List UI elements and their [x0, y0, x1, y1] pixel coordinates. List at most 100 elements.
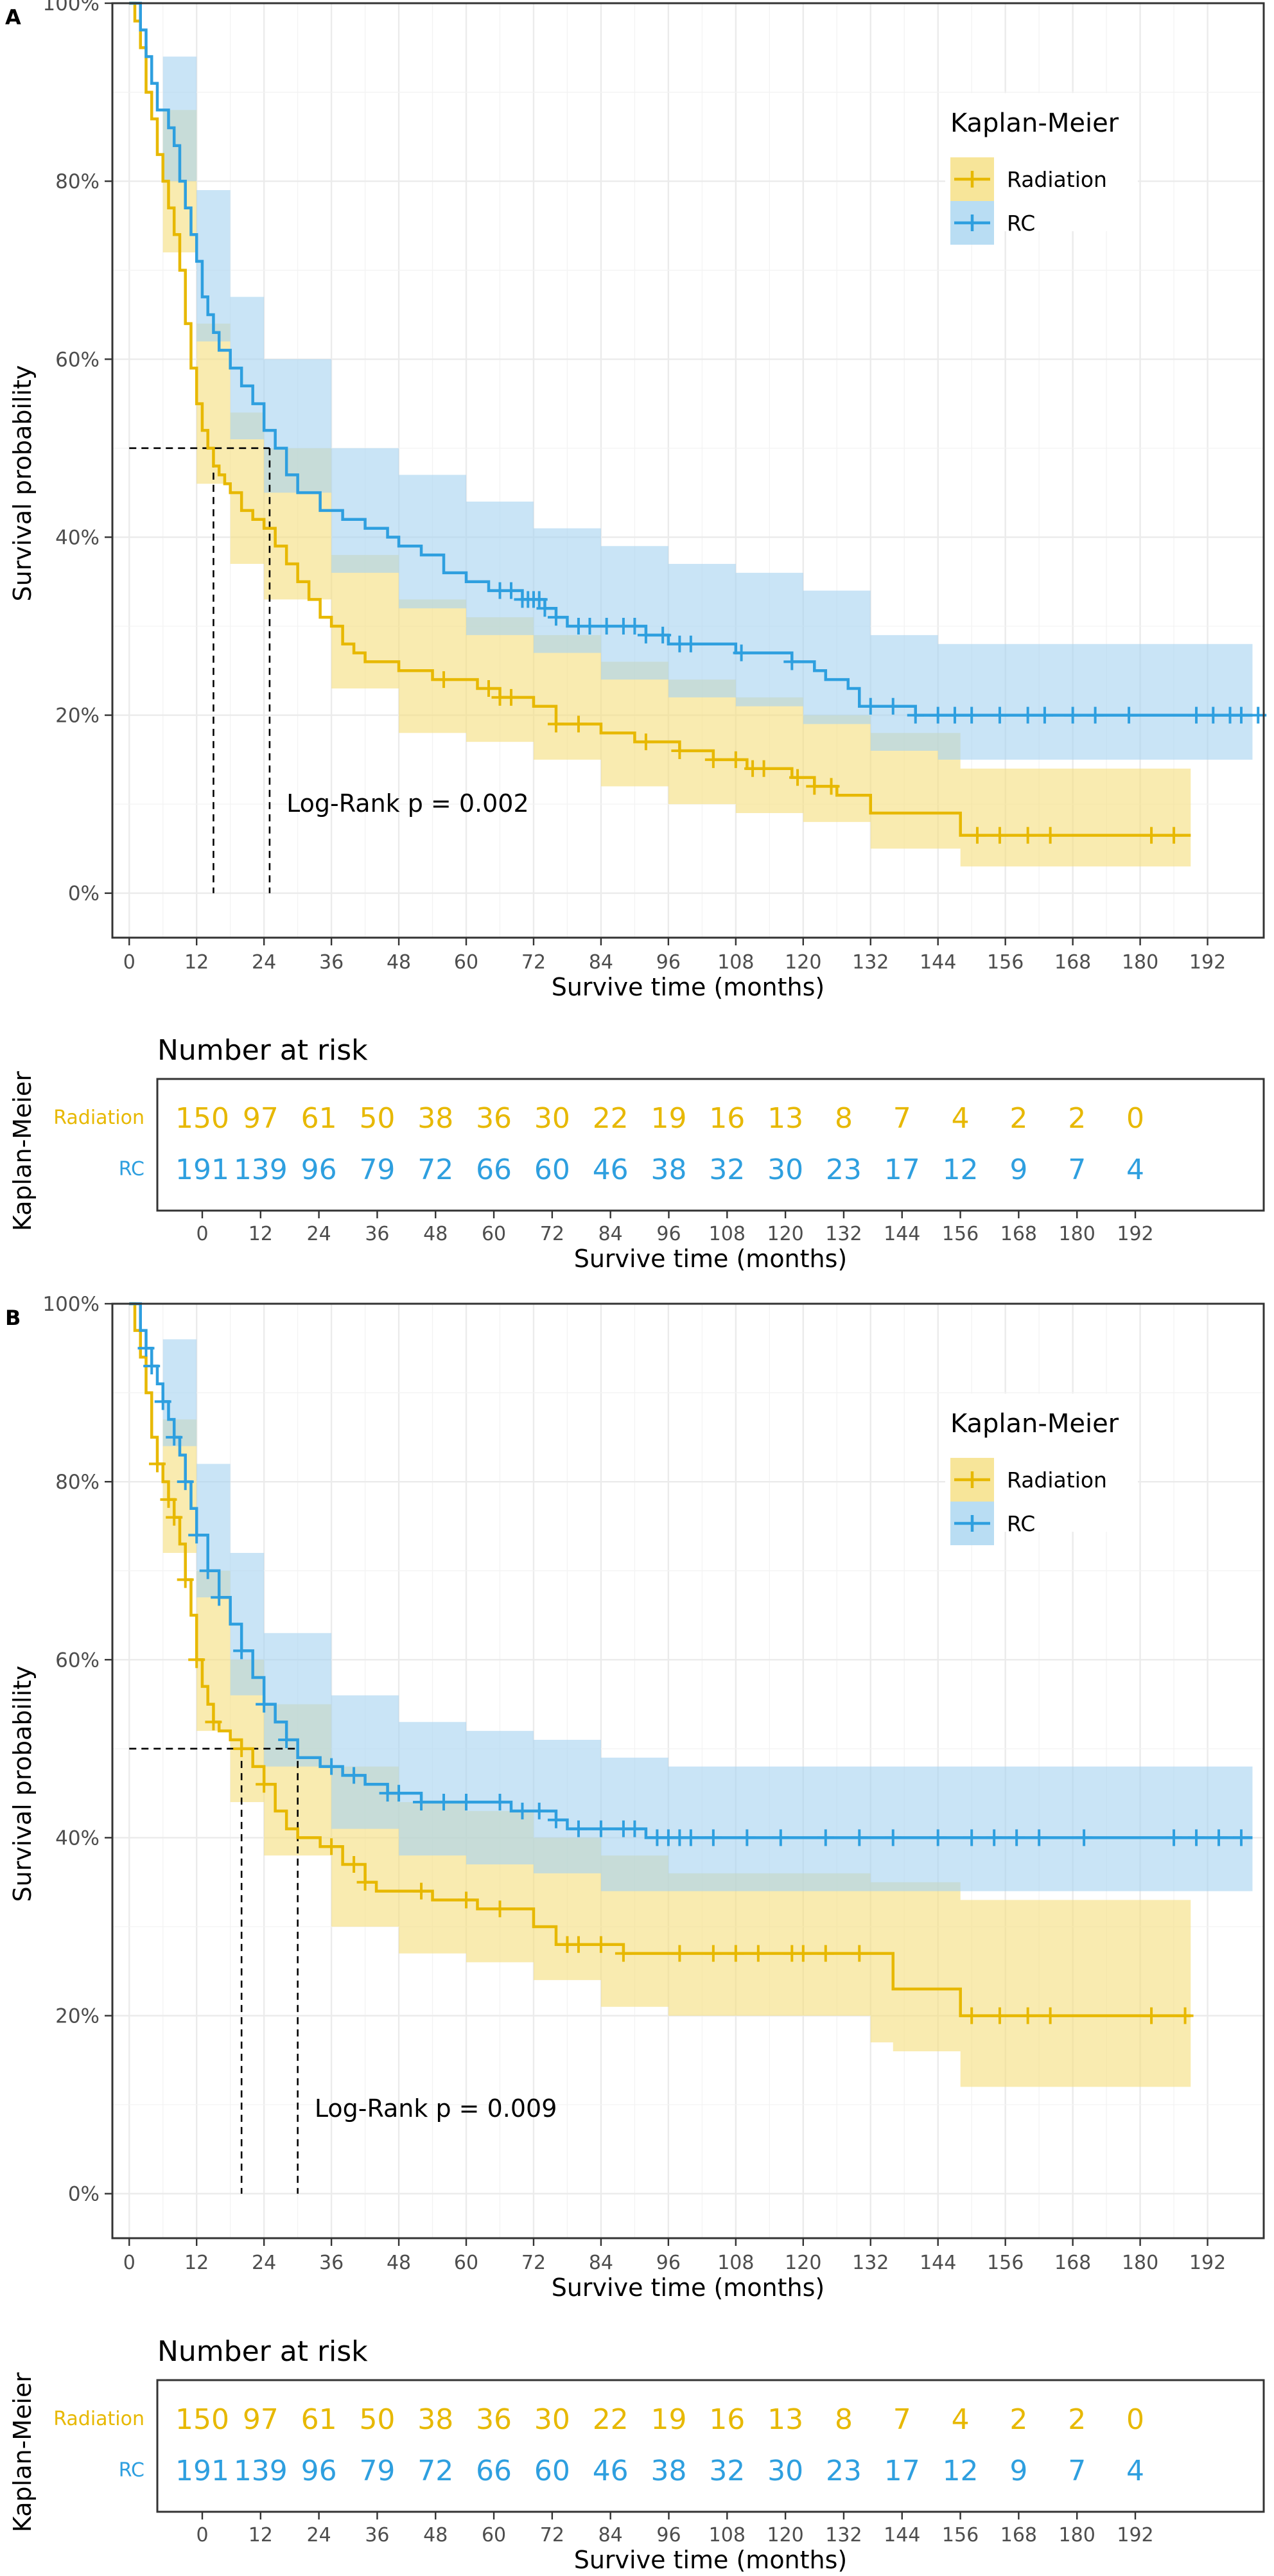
median-lines	[129, 447, 271, 893]
risk-count: 139	[234, 1153, 288, 1186]
risk-count: 4	[1126, 1153, 1144, 1186]
x-tick-label: 48	[423, 2524, 448, 2546]
risk-count: 60	[534, 2455, 570, 2487]
risk-count: 22	[593, 2403, 629, 2436]
risk-count: 30	[767, 2455, 803, 2487]
risk-count: 17	[884, 2455, 920, 2487]
risk-count: 38	[651, 2455, 687, 2487]
risk-count: 8	[835, 2403, 853, 2436]
x-tick-label: 108	[709, 2524, 746, 2546]
ci-band-rc	[129, 1304, 1253, 1891]
x-tick-label: 72	[521, 2252, 546, 2274]
risk-count: 4	[1126, 2455, 1144, 2487]
risk-count: 97	[243, 2403, 279, 2436]
y-tick-label: 20%	[55, 705, 100, 728]
x-tick-label: 156	[942, 2524, 979, 2546]
panel-border	[111, 1302, 1265, 2239]
risk-count: 36	[476, 2403, 512, 2436]
risk-count: 60	[534, 1153, 570, 1186]
x-tick-label: 180	[1122, 951, 1158, 974]
x-tick-label: 36	[365, 2524, 389, 2546]
censor-marks-rc	[491, 582, 1267, 724]
x-tick-label: 180	[1059, 2524, 1095, 2546]
x-tick-label: 192	[1189, 2252, 1226, 2274]
risk-count: 7	[1068, 2455, 1086, 2487]
y-tick-label: 40%	[55, 1827, 100, 1850]
x-tick-label: 120	[785, 2252, 821, 2274]
risk-count: 2	[1068, 1102, 1086, 1135]
risk-count: 32	[709, 1153, 745, 1186]
risk-count: 50	[359, 1102, 395, 1135]
x-tick-label: 144	[884, 2524, 920, 2546]
x-tick-label: 72	[521, 951, 546, 974]
risk-count: 66	[476, 1153, 512, 1186]
risk-count: 8	[835, 1102, 853, 1135]
risk-row-label-radiation: Radiation	[53, 1107, 144, 1129]
x-tick-label: 84	[589, 2252, 613, 2274]
risk-count: 61	[301, 2403, 337, 2436]
x-tick-label: 72	[540, 1223, 564, 1245]
risk-count: 0	[1126, 2403, 1144, 2436]
legend-title: Kaplan-Meier	[950, 1409, 1119, 1439]
ci-band-radiation	[129, 3, 1191, 867]
x-tick-label: 132	[825, 2524, 862, 2546]
risk-table-border	[156, 1078, 1265, 1212]
risk-count: 46	[593, 2455, 629, 2487]
x-tick-label: 96	[656, 951, 681, 974]
x-tick-label: 60	[454, 2252, 478, 2274]
risk-count: 2	[1068, 2403, 1086, 2436]
x-axis: 0 12 24 36 48 60 72 84 96 108 120 132 144 156 168 180 19…	[123, 938, 1226, 1001]
risk-count: 61	[301, 1102, 337, 1135]
x-tick-label: 156	[942, 1223, 979, 1245]
x-tick-label: 0	[123, 951, 135, 974]
risk-table-border	[156, 2379, 1265, 2513]
risk-count: 96	[301, 1153, 337, 1186]
risk-count: 17	[884, 1153, 920, 1186]
x-tick-label: 36	[319, 2252, 344, 2274]
risk-count: 30	[767, 1153, 803, 1186]
x-tick-label: 120	[767, 1223, 803, 1245]
y-tick-label: 60%	[55, 1649, 100, 1672]
x-tick-label: 12	[249, 2524, 273, 2546]
risk-row-label-radiation: Radiation	[53, 2408, 144, 2430]
x-tick-label: 108	[717, 2252, 754, 2274]
x-tick-label: 96	[656, 2252, 681, 2274]
legend-label-radiation: Radiation	[1007, 1468, 1107, 1493]
x-tick-label: 192	[1189, 951, 1226, 974]
x-tick-label: 180	[1122, 2252, 1158, 2274]
x-tick-label: 24	[307, 2524, 331, 2546]
risk-count: 72	[417, 2455, 453, 2487]
risk-count: 191	[175, 2455, 229, 2487]
x-tick-label: 60	[482, 1223, 506, 1245]
x-tick-label: 168	[1054, 951, 1091, 974]
x-tick-label: 180	[1059, 1223, 1095, 1245]
log-rank-annotation: Log-Rank p = 0.009	[315, 2094, 557, 2123]
x-tick-label: 12	[184, 951, 209, 974]
log-rank-annotation: Log-Rank p = 0.002	[286, 789, 529, 818]
risk-count: 13	[767, 2403, 803, 2436]
risk-count: 16	[709, 2403, 745, 2436]
y-tick-label: 0%	[68, 882, 100, 906]
x-axis-title: Survive time (months)	[574, 2546, 848, 2574]
km-curve-rc	[129, 1, 1253, 717]
x-tick-label: 24	[307, 1223, 331, 1245]
x-tick-label: 36	[319, 951, 344, 974]
x-tick-label: 168	[1000, 1223, 1037, 1245]
x-tick-label: 84	[589, 951, 613, 974]
risk-count: 12	[943, 1153, 979, 1186]
x-tick-label: 0	[196, 1223, 208, 1245]
x-tick-label: 36	[365, 1223, 389, 1245]
risk-count: 4	[952, 1102, 970, 1135]
x-tick-label: 168	[1054, 2252, 1091, 2274]
ci-band-rc	[129, 3, 1253, 760]
x-tick-label: 24	[252, 951, 276, 974]
x-tick-label: 108	[717, 951, 754, 974]
x-tick-label: 12	[249, 1223, 273, 1245]
x-tick-label: 192	[1117, 2524, 1153, 2546]
x-tick-label: 0	[123, 2252, 135, 2274]
y-tick-label: 100%	[42, 0, 100, 15]
risk-count: 30	[534, 1102, 570, 1135]
x-tick-label: 0	[196, 2524, 208, 2546]
